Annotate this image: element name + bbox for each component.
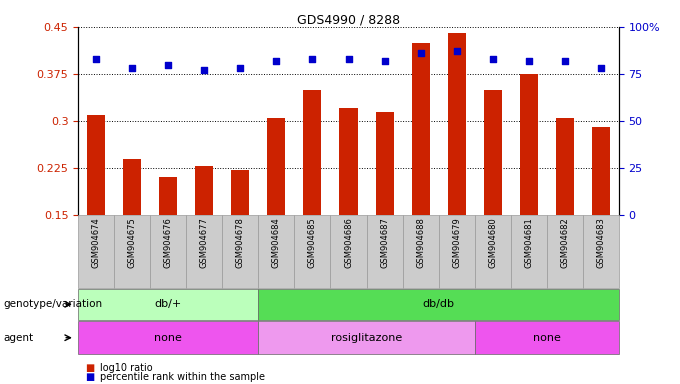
Point: [379, 58, 390, 64]
Point: [235, 65, 246, 71]
Text: db/db: db/db: [422, 299, 455, 310]
Bar: [78, 215, 114, 288]
Bar: [583, 215, 619, 288]
Text: GSM904675: GSM904675: [128, 217, 137, 268]
Text: GSM904676: GSM904676: [164, 217, 173, 268]
Bar: [339, 108, 358, 215]
Point: [163, 61, 174, 68]
Bar: [195, 166, 214, 215]
Point: [343, 56, 354, 62]
Bar: [267, 118, 286, 215]
Bar: [475, 321, 619, 354]
Point: [307, 56, 318, 62]
Bar: [511, 215, 547, 288]
Bar: [150, 215, 186, 288]
Bar: [547, 215, 583, 288]
Bar: [303, 89, 322, 215]
Bar: [222, 215, 258, 288]
Bar: [231, 170, 250, 215]
Bar: [159, 177, 177, 215]
Text: GSM904678: GSM904678: [236, 217, 245, 268]
Text: log10 ratio: log10 ratio: [100, 363, 152, 373]
Bar: [483, 89, 502, 215]
Point: [415, 50, 426, 56]
Text: GSM904679: GSM904679: [452, 217, 461, 268]
Text: GSM904687: GSM904687: [380, 217, 389, 268]
Bar: [258, 215, 294, 288]
Point: [452, 48, 462, 55]
Bar: [475, 215, 511, 288]
Bar: [186, 215, 222, 288]
Text: GSM904686: GSM904686: [344, 217, 353, 268]
Text: percentile rank within the sample: percentile rank within the sample: [100, 372, 265, 382]
Bar: [367, 215, 403, 288]
Text: none: none: [533, 333, 560, 343]
Text: agent: agent: [3, 333, 33, 343]
Bar: [258, 289, 619, 320]
Bar: [592, 127, 610, 215]
Bar: [78, 321, 258, 354]
Text: GSM904683: GSM904683: [596, 217, 605, 268]
Point: [559, 58, 570, 64]
Text: GSM904688: GSM904688: [416, 217, 425, 268]
Point: [126, 65, 137, 71]
Bar: [439, 215, 475, 288]
Text: ■: ■: [85, 372, 95, 382]
Bar: [78, 289, 258, 320]
Text: GSM904677: GSM904677: [200, 217, 209, 268]
Bar: [87, 115, 105, 215]
Point: [271, 58, 282, 64]
Bar: [556, 118, 574, 215]
Point: [596, 65, 607, 71]
Point: [524, 58, 534, 64]
Bar: [114, 215, 150, 288]
Title: GDS4990 / 8288: GDS4990 / 8288: [297, 14, 400, 27]
Point: [199, 67, 209, 73]
Text: GSM904674: GSM904674: [92, 217, 101, 268]
Text: ■: ■: [85, 363, 95, 373]
Text: rosiglitazone: rosiglitazone: [331, 333, 402, 343]
Bar: [258, 321, 475, 354]
Text: db/+: db/+: [154, 299, 182, 310]
Bar: [411, 43, 430, 215]
Bar: [447, 33, 466, 215]
Text: GSM904681: GSM904681: [524, 217, 533, 268]
Bar: [330, 215, 367, 288]
Bar: [123, 159, 141, 215]
Text: GSM904680: GSM904680: [488, 217, 497, 268]
Text: genotype/variation: genotype/variation: [3, 299, 103, 310]
Bar: [294, 215, 330, 288]
Bar: [403, 215, 439, 288]
Text: GSM904682: GSM904682: [560, 217, 569, 268]
Text: none: none: [154, 333, 182, 343]
Bar: [520, 74, 538, 215]
Bar: [375, 112, 394, 215]
Text: GSM904684: GSM904684: [272, 217, 281, 268]
Point: [487, 56, 498, 62]
Text: GSM904685: GSM904685: [308, 217, 317, 268]
Point: [90, 56, 102, 62]
